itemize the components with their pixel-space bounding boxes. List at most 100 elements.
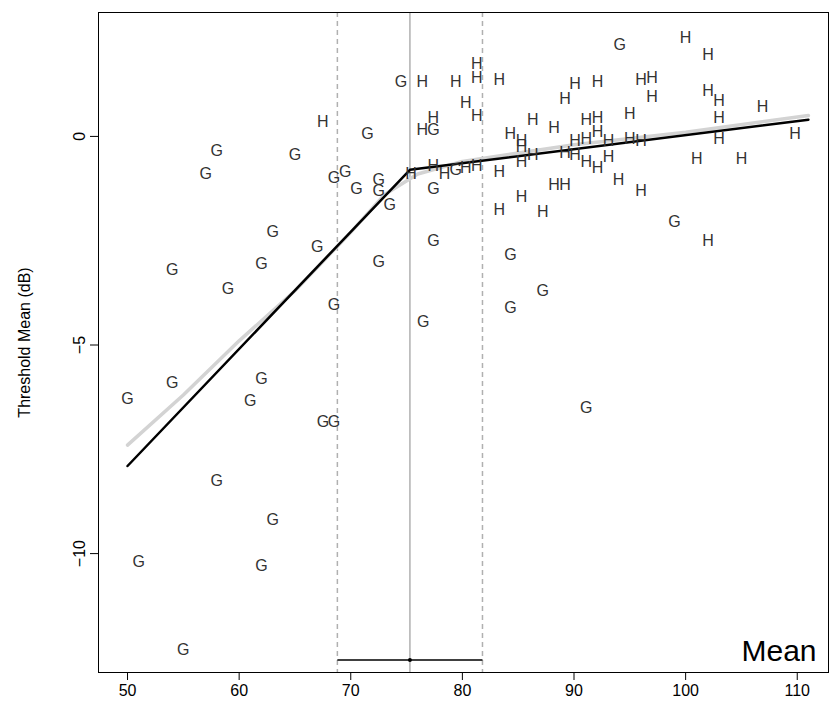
svg-text:H: H xyxy=(581,130,593,147)
svg-text:H: H xyxy=(527,111,539,128)
svg-text:G: G xyxy=(166,261,178,278)
svg-text:0: 0 xyxy=(71,132,88,141)
svg-text:G: G xyxy=(211,472,223,489)
svg-text:G: G xyxy=(427,180,439,197)
svg-text:G: G xyxy=(177,641,189,658)
svg-text:G: G xyxy=(339,163,351,180)
svg-text:H: H xyxy=(537,203,549,220)
svg-text:G: G xyxy=(255,255,267,272)
svg-text:H: H xyxy=(736,150,748,167)
svg-text:H: H xyxy=(450,73,462,90)
svg-text:H: H xyxy=(516,153,528,170)
svg-text:G: G xyxy=(504,246,516,263)
svg-text:H: H xyxy=(592,123,604,140)
svg-text:G: G xyxy=(537,282,549,299)
svg-text:H: H xyxy=(493,163,505,180)
svg-text:G: G xyxy=(417,313,429,330)
svg-text:H: H xyxy=(428,157,440,174)
svg-text:H: H xyxy=(559,176,571,193)
svg-text:H: H xyxy=(471,69,483,86)
svg-text:H: H xyxy=(592,73,604,90)
svg-text:−5: −5 xyxy=(71,336,88,354)
svg-text:H: H xyxy=(548,119,560,136)
svg-text:H: H xyxy=(493,201,505,218)
svg-text:H: H xyxy=(460,159,472,176)
svg-text:H: H xyxy=(702,82,714,99)
svg-text:G: G xyxy=(255,369,267,386)
svg-text:G: G xyxy=(372,253,384,270)
svg-text:H: H xyxy=(702,46,714,63)
svg-text:H: H xyxy=(713,109,725,126)
svg-text:G: G xyxy=(504,299,516,316)
svg-text:H: H xyxy=(439,165,451,182)
svg-text:H: H xyxy=(635,182,647,199)
svg-text:H: H xyxy=(471,107,483,124)
svg-text:G: G xyxy=(266,223,278,240)
svg-text:Threshold Mean (dB): Threshold Mean (dB) xyxy=(16,267,33,417)
svg-text:H: H xyxy=(405,165,417,182)
svg-text:110: 110 xyxy=(784,682,810,699)
svg-text:H: H xyxy=(548,176,560,193)
svg-text:H: H xyxy=(713,92,725,109)
svg-text:100: 100 xyxy=(672,682,699,699)
svg-text:G: G xyxy=(222,280,234,297)
svg-text:−10: −10 xyxy=(71,540,88,567)
svg-text:H: H xyxy=(635,71,647,88)
svg-text:G: G xyxy=(266,511,278,528)
svg-text:G: G xyxy=(427,232,439,249)
svg-text:G: G xyxy=(328,413,340,430)
svg-text:H: H xyxy=(569,146,581,163)
svg-text:H: H xyxy=(691,150,703,167)
svg-text:G: G xyxy=(614,36,626,53)
svg-text:G: G xyxy=(255,557,267,574)
svg-text:H: H xyxy=(713,130,725,147)
svg-text:H: H xyxy=(527,146,539,163)
svg-text:H: H xyxy=(624,105,636,122)
svg-text:70: 70 xyxy=(342,682,360,699)
svg-text:G: G xyxy=(121,390,133,407)
svg-text:H: H xyxy=(317,113,329,130)
svg-text:G: G xyxy=(289,146,301,163)
svg-text:H: H xyxy=(516,188,528,205)
svg-text:G: G xyxy=(211,142,223,159)
svg-text:G: G xyxy=(311,238,323,255)
svg-text:H: H xyxy=(559,90,571,107)
svg-text:G: G xyxy=(668,213,680,230)
svg-text:H: H xyxy=(592,159,604,176)
svg-text:H: H xyxy=(569,75,581,92)
svg-text:G: G xyxy=(580,399,592,416)
svg-text:G: G xyxy=(395,73,407,90)
svg-text:80: 80 xyxy=(453,682,471,699)
svg-text:H: H xyxy=(680,29,692,46)
svg-text:H: H xyxy=(624,130,636,147)
svg-text:60: 60 xyxy=(230,682,248,699)
svg-text:H: H xyxy=(635,132,647,149)
svg-text:H: H xyxy=(789,125,801,142)
svg-text:G: G xyxy=(384,196,396,213)
svg-text:H: H xyxy=(416,121,428,138)
svg-text:G: G xyxy=(244,392,256,409)
svg-text:H: H xyxy=(471,55,483,72)
svg-text:H: H xyxy=(581,153,593,170)
svg-text:H: H xyxy=(646,88,658,105)
svg-text:G: G xyxy=(361,125,373,142)
svg-text:G: G xyxy=(199,165,211,182)
svg-text:G: G xyxy=(328,296,340,313)
svg-text:H: H xyxy=(428,109,440,126)
svg-text:G: G xyxy=(132,553,144,570)
svg-text:H: H xyxy=(460,94,472,111)
svg-text:H: H xyxy=(471,157,483,174)
svg-text:G: G xyxy=(166,374,178,391)
svg-text:H: H xyxy=(646,69,658,86)
svg-text:50: 50 xyxy=(119,682,137,699)
svg-text:G: G xyxy=(350,180,362,197)
svg-text:H: H xyxy=(702,232,714,249)
svg-text:H: H xyxy=(505,125,517,142)
svg-text:H: H xyxy=(493,71,505,88)
svg-text:90: 90 xyxy=(565,682,583,699)
svg-text:Mean: Mean xyxy=(741,634,816,667)
svg-text:H: H xyxy=(603,148,615,165)
svg-text:H: H xyxy=(416,73,428,90)
svg-text:H: H xyxy=(613,171,625,188)
svg-text:H: H xyxy=(581,111,593,128)
